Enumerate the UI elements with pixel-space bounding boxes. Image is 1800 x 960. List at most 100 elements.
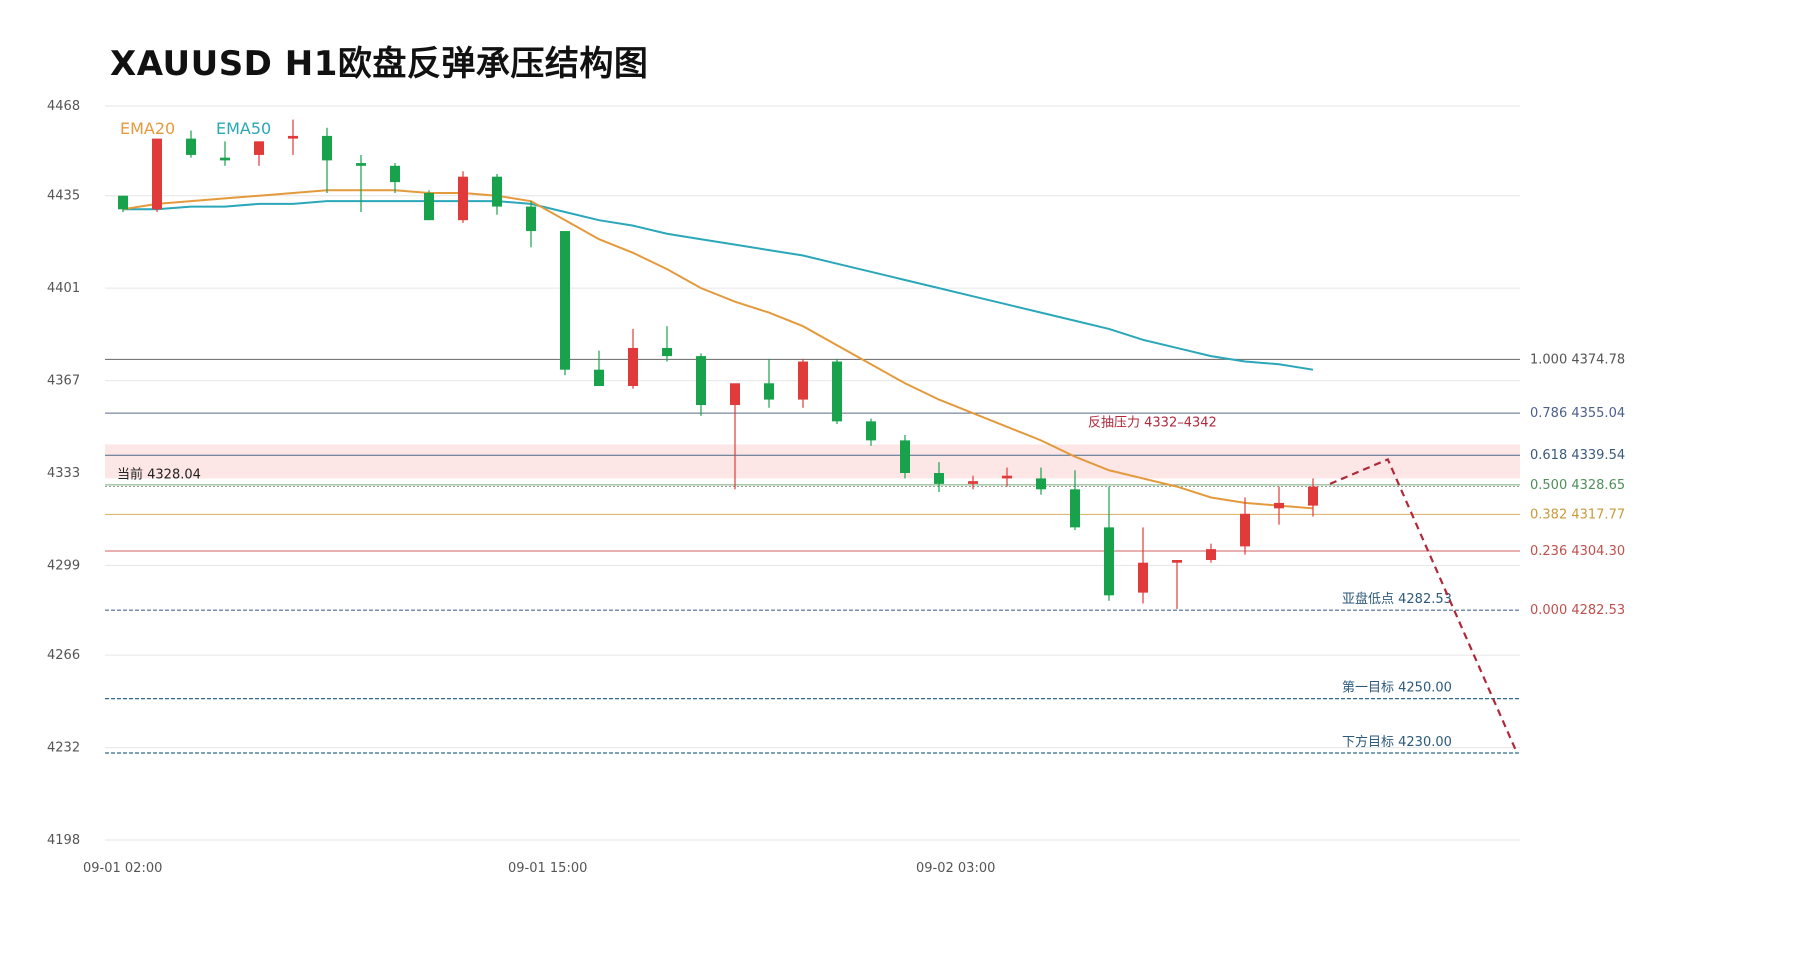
candle: [220, 141, 230, 166]
candle-body: [152, 138, 162, 210]
candle-body: [1274, 502, 1284, 509]
candle-body: [934, 473, 944, 484]
ema50-line: [123, 200, 1314, 371]
candle: [1036, 467, 1046, 495]
candle-body: [560, 231, 570, 370]
candle: [1070, 470, 1080, 531]
candle: [832, 358, 842, 425]
fib-label-0.618: 0.618 4339.54: [1530, 448, 1625, 463]
candle-body: [1240, 513, 1250, 547]
candle-body: [526, 206, 536, 232]
candle: [152, 138, 162, 213]
candle: [1274, 486, 1284, 525]
candle-body: [764, 383, 774, 400]
candle: [696, 353, 706, 416]
candle: [900, 434, 910, 479]
candle: [730, 383, 740, 490]
candle: [526, 201, 536, 248]
chart-title: XAUUSD H1欧盘反弹承压结构图: [110, 44, 649, 84]
candle-body: [866, 421, 876, 441]
candle: [322, 127, 332, 193]
legend-ema50: EMA50: [216, 119, 271, 138]
candle-body: [968, 481, 978, 484]
legend-ema20: EMA20: [120, 119, 175, 138]
current-price-label: 当前 4328.04: [117, 466, 201, 482]
candle: [798, 358, 808, 408]
candle-body: [1104, 527, 1114, 596]
candle: [1002, 467, 1012, 487]
candle-body: [288, 135, 298, 139]
y-tick-label: 4232: [47, 741, 80, 756]
candle: [186, 130, 196, 158]
candle: [390, 163, 400, 193]
candle-body: [1206, 549, 1216, 560]
candle-body: [900, 440, 910, 473]
y-tick-label: 4468: [47, 99, 80, 114]
candle-body: [798, 361, 808, 400]
candle: [1206, 543, 1216, 563]
candle-body: [730, 383, 740, 406]
x-tick-label: 09-01 02:00: [83, 861, 162, 876]
candle: [628, 328, 638, 389]
level-annotation: 下方目标 4230.00: [1342, 734, 1452, 750]
fib-label-0.236: 0.236 4304.30: [1530, 544, 1625, 559]
candle: [492, 173, 502, 215]
y-tick-label: 4401: [47, 281, 80, 296]
y-tick-label: 4198: [47, 833, 80, 848]
candle-body: [1036, 478, 1046, 490]
fib-label-1.000: 1.000 4374.78: [1530, 352, 1625, 367]
resistance-zone-label: 反抽压力 4332–4342: [1088, 416, 1217, 431]
candle: [118, 195, 128, 213]
candle-body: [186, 138, 196, 155]
candle-body: [832, 361, 842, 422]
candle: [424, 190, 434, 221]
y-tick-label: 4266: [47, 648, 80, 663]
candle-body: [322, 135, 332, 161]
candle-body: [1172, 559, 1182, 563]
candle-body: [356, 163, 366, 166]
x-tick-label: 09-02 03:00: [916, 861, 995, 876]
candle-body: [220, 157, 230, 161]
candle-body: [594, 369, 604, 387]
candle-body: [458, 176, 468, 221]
candle: [254, 141, 264, 166]
candle: [288, 119, 298, 155]
fib-label-0.786: 0.786 4355.04: [1530, 406, 1625, 421]
candle-body: [492, 176, 502, 207]
y-tick-label: 4435: [47, 189, 80, 204]
candle-body: [254, 141, 264, 155]
candle-body: [628, 347, 638, 387]
candle: [866, 418, 876, 446]
candle-body: [424, 192, 434, 221]
candle-body: [1138, 562, 1148, 593]
candle: [1172, 559, 1182, 609]
resistance-zone: [105, 444, 1520, 479]
x-tick-label: 09-01 15:00: [508, 861, 587, 876]
y-tick-label: 4299: [47, 558, 80, 573]
candle-body: [118, 195, 128, 210]
ema20-line: [122, 189, 1314, 510]
candle-body: [1308, 486, 1318, 506]
candle: [1104, 486, 1114, 601]
candle-body: [1070, 489, 1080, 528]
candle: [1138, 527, 1148, 604]
y-tick-label: 4367: [47, 374, 80, 389]
candle-body: [390, 165, 400, 183]
candle: [968, 475, 978, 490]
y-tick-label: 4333: [47, 466, 80, 481]
fib-label-0.500: 0.500 4328.65: [1530, 478, 1625, 493]
candle: [764, 358, 774, 408]
candle: [1308, 478, 1318, 517]
candle: [934, 462, 944, 493]
candle: [594, 350, 604, 387]
candle: [662, 326, 672, 362]
candle: [356, 154, 366, 213]
level-annotation: 第一目标 4250.00: [1342, 681, 1452, 696]
candle: [1240, 497, 1250, 555]
level-annotation: 亚盘低点 4282.53: [1342, 591, 1452, 607]
candle-body: [696, 356, 706, 406]
candle-body: [1002, 475, 1012, 479]
candle-body: [662, 347, 672, 357]
fib-label-0.382: 0.382 4317.77: [1530, 507, 1625, 522]
